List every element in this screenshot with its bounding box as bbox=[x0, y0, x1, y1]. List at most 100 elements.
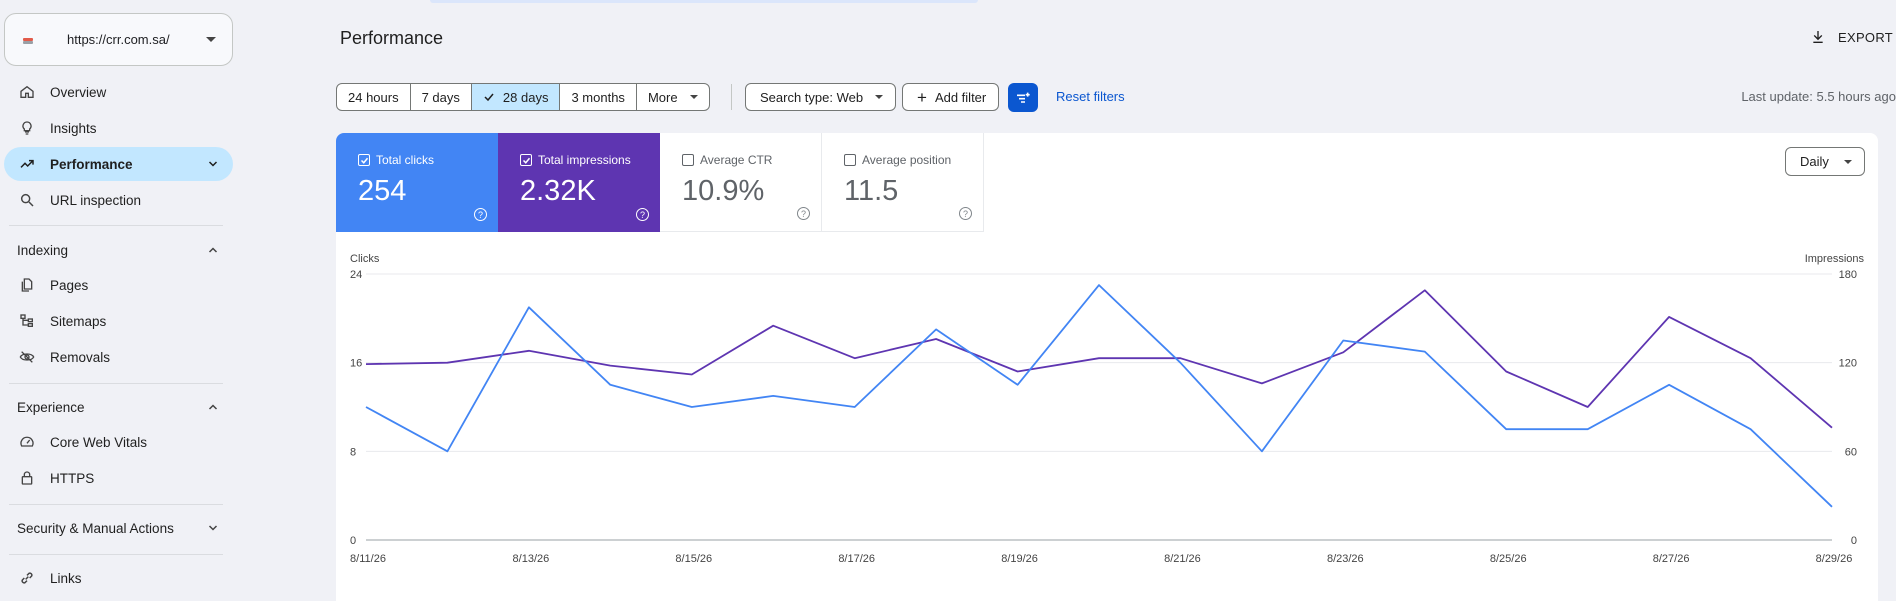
sidebar-item-label: Sitemaps bbox=[50, 313, 107, 329]
export-button[interactable]: EXPORT bbox=[1810, 29, 1893, 45]
range-28-days[interactable]: 28 days bbox=[471, 84, 561, 110]
search-icon bbox=[18, 191, 36, 209]
export-label: EXPORT bbox=[1838, 29, 1894, 45]
sidebar-item-label: Overview bbox=[50, 84, 107, 100]
granularity-dropdown[interactable]: Daily bbox=[1785, 147, 1865, 176]
filter-separator bbox=[731, 84, 732, 110]
sidebar-item-url-inspection[interactable]: URL inspection bbox=[4, 183, 233, 217]
metric-value: 254 bbox=[358, 175, 407, 207]
range-label: 7 days bbox=[421, 89, 460, 105]
sidebar-item-performance[interactable]: Performance bbox=[4, 147, 233, 181]
chevron-down-icon bbox=[208, 525, 218, 531]
y-axis-left-title: Clicks bbox=[350, 253, 380, 265]
range-3-months[interactable]: 3 months bbox=[560, 84, 637, 110]
x-tick-label: 8/19/26 bbox=[1001, 553, 1038, 565]
property-url: https://crr.com.sa/ bbox=[67, 32, 170, 47]
filter-settings-button[interactable] bbox=[1008, 83, 1038, 112]
sidebar-item-label: Removals bbox=[50, 349, 111, 365]
sidebar-item-core-web-vitals[interactable]: Core Web Vitals bbox=[4, 425, 233, 459]
y-tick-left: 8 bbox=[350, 446, 356, 458]
range-label: 24 hours bbox=[348, 89, 399, 105]
plus-icon: + bbox=[917, 87, 927, 107]
x-tick-label: 8/17/26 bbox=[838, 553, 875, 565]
y-axis-right-title: Impressions bbox=[1805, 253, 1865, 265]
metric-value: 10.9% bbox=[682, 175, 765, 207]
metric-label: Total impressions bbox=[538, 153, 631, 167]
metric-total-impressions[interactable]: Total impressions 2.32K ? bbox=[498, 133, 660, 232]
x-tick-label: 8/11/26 bbox=[350, 553, 386, 565]
range-label: 3 months bbox=[571, 89, 625, 105]
range-24-hours[interactable]: 24 hours bbox=[337, 84, 411, 110]
metric-label: Average position bbox=[862, 153, 952, 167]
chevron-up-icon bbox=[208, 404, 218, 410]
y-tick-right: 120 bbox=[1839, 358, 1857, 370]
metric-label: Total clicks bbox=[376, 153, 435, 167]
metric-label: Average CTR bbox=[700, 153, 773, 167]
download-icon bbox=[1813, 31, 1823, 43]
chevron-up-icon bbox=[208, 247, 218, 253]
page-title: Performance bbox=[340, 28, 444, 48]
sidebar-item-https[interactable]: HTTPS bbox=[4, 461, 233, 495]
check-icon bbox=[484, 93, 494, 102]
y-tick-right: 180 bbox=[1839, 269, 1857, 281]
checkbox-checked-icon[interactable] bbox=[358, 154, 370, 166]
metric-average-position[interactable]: Average position 11.5 ? bbox=[822, 133, 984, 232]
sidebar-item-sitemaps[interactable]: Sitemaps bbox=[4, 304, 233, 338]
sidebar-item-links[interactable]: Links bbox=[4, 561, 233, 595]
help-icon[interactable]: ? bbox=[636, 208, 649, 221]
lightbulb-icon bbox=[18, 119, 36, 137]
y-tick-right: 0 bbox=[1851, 535, 1857, 547]
sidebar-item-removals[interactable]: Removals bbox=[4, 340, 233, 374]
sidebar-item-label: Insights bbox=[50, 120, 97, 136]
help-icon[interactable]: ? bbox=[797, 207, 810, 220]
sidebar-item-insights[interactable]: Insights bbox=[4, 111, 233, 145]
checkbox-unchecked-icon[interactable] bbox=[844, 154, 856, 166]
sidebar-divider bbox=[9, 225, 223, 226]
search-type-dropdown[interactable]: Search type: Web bbox=[745, 83, 897, 111]
date-range-group: 24 hours 7 days 28 days 3 months More bbox=[336, 83, 710, 111]
property-selector[interactable]: https://crr.com.sa/ bbox=[4, 13, 233, 66]
eye-off-icon bbox=[18, 348, 36, 366]
x-tick-label: 8/25/26 bbox=[1490, 553, 1527, 565]
section-experience[interactable]: Experience bbox=[4, 392, 233, 422]
sidebar-item-overview[interactable]: Overview bbox=[4, 75, 233, 109]
speedometer-icon bbox=[18, 433, 36, 451]
chevron-down-icon bbox=[208, 161, 218, 167]
last-update-text: Last update: 5.5 hours ago bbox=[1741, 89, 1896, 104]
sidebar-divider bbox=[9, 554, 223, 555]
range-label: More bbox=[647, 89, 678, 105]
sidebar: https://crr.com.sa/ Overview Insights Pe… bbox=[0, 0, 236, 601]
help-icon[interactable]: ? bbox=[959, 207, 972, 220]
site-favicon bbox=[23, 33, 59, 47]
home-icon bbox=[18, 83, 36, 101]
search-type-label: Search type: Web bbox=[760, 89, 864, 105]
x-tick-label: 8/23/26 bbox=[1327, 553, 1364, 565]
series-line-clicks bbox=[365, 284, 1833, 508]
sitemap-icon bbox=[18, 312, 36, 330]
help-icon[interactable]: ? bbox=[474, 208, 487, 221]
metric-average-ctr[interactable]: Average CTR 10.9% ? bbox=[660, 133, 822, 232]
section-security-manual-actions[interactable]: Security & Manual Actions bbox=[4, 513, 233, 543]
section-label: Indexing bbox=[17, 242, 69, 258]
metric-total-clicks[interactable]: Total clicks 254 ? bbox=[336, 133, 498, 232]
checkbox-checked-icon[interactable] bbox=[520, 154, 532, 166]
sidebar-item-label: Core Web Vitals bbox=[50, 434, 148, 450]
range-label: 28 days bbox=[502, 89, 549, 105]
reset-filters-link[interactable]: Reset filters bbox=[1056, 89, 1125, 104]
caret-down-icon bbox=[689, 95, 698, 99]
y-tick-left: 0 bbox=[350, 535, 356, 547]
y-tick-left: 16 bbox=[350, 358, 362, 370]
x-tick-label: 8/13/26 bbox=[513, 553, 550, 565]
x-tick-label: 8/29/26 bbox=[1816, 553, 1853, 565]
sidebar-item-label: HTTPS bbox=[50, 470, 95, 486]
checkbox-unchecked-icon[interactable] bbox=[682, 154, 694, 166]
range-more[interactable]: More bbox=[637, 84, 709, 110]
metric-value: 2.32K bbox=[520, 175, 596, 207]
sidebar-item-pages[interactable]: Pages bbox=[4, 268, 233, 302]
performance-chart: Clicks Impressions 0 8 16 24 0 60 120 180 8/11/26 8… bbox=[350, 253, 1865, 565]
sidebar-item-label: Pages bbox=[50, 277, 89, 293]
add-filter-button[interactable]: + Add filter bbox=[902, 83, 1000, 111]
add-filter-label: Add filter bbox=[934, 89, 987, 105]
range-7-days[interactable]: 7 days bbox=[411, 84, 472, 110]
section-indexing[interactable]: Indexing bbox=[4, 235, 233, 265]
